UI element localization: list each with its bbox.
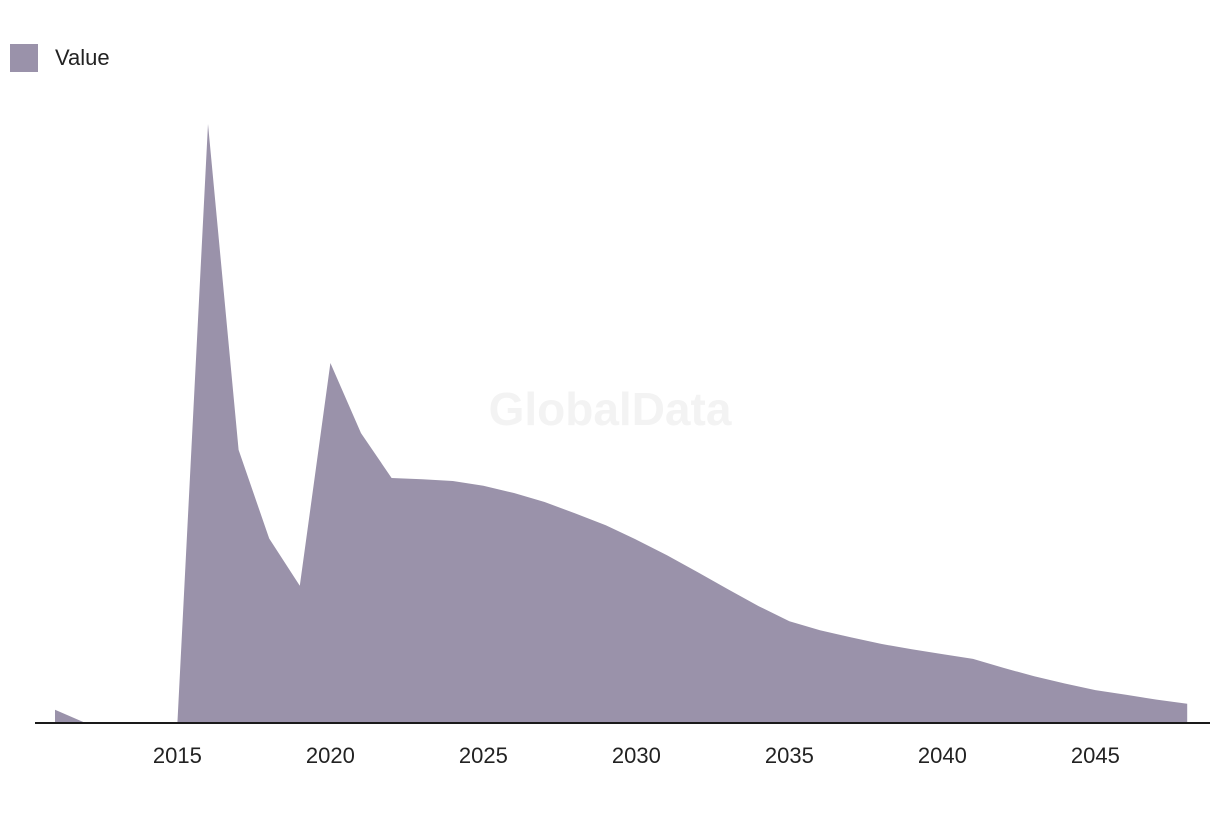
x-tick-label: 2015 <box>153 743 202 768</box>
x-axis-ticks: 2015 2020 2025 2030 2035 2040 2045 <box>153 743 1120 768</box>
area-series-value <box>55 124 1188 723</box>
x-tick-label: 2035 <box>765 743 814 768</box>
x-tick-label: 2045 <box>1071 743 1120 768</box>
legend: Value <box>10 44 110 72</box>
x-tick-label: 2020 <box>306 743 355 768</box>
legend-label: Value <box>55 45 110 70</box>
plot-area <box>55 124 1188 723</box>
x-tick-label: 2040 <box>918 743 967 768</box>
x-tick-label: 2030 <box>612 743 661 768</box>
x-tick-label: 2025 <box>459 743 508 768</box>
legend-swatch <box>10 44 38 72</box>
watermark: GlobalData <box>489 383 732 435</box>
